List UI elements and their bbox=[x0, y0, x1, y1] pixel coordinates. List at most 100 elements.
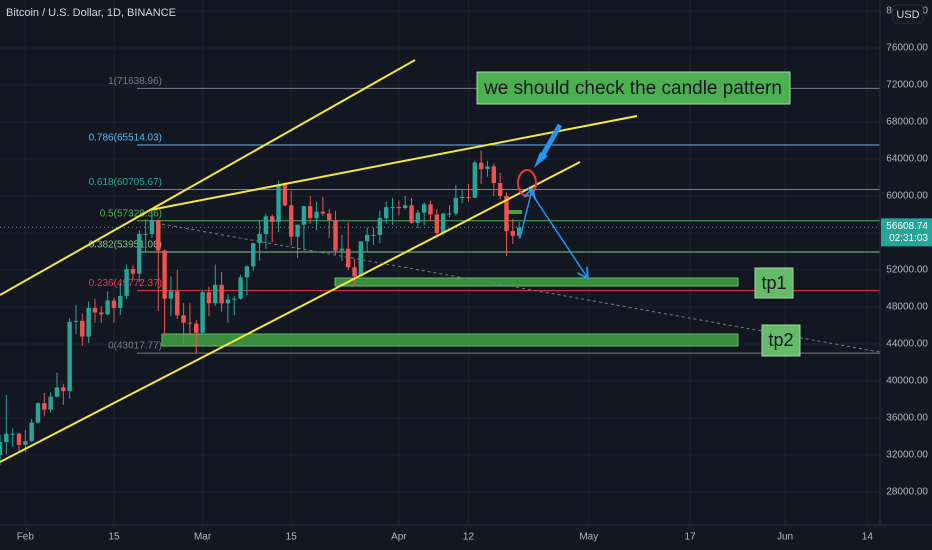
currency[interactable]: USD bbox=[896, 9, 919, 21]
candle-body bbox=[181, 315, 186, 323]
candle-body bbox=[434, 214, 440, 233]
candle-body bbox=[270, 216, 275, 222]
candle-body bbox=[383, 207, 389, 219]
candle-body bbox=[364, 234, 370, 242]
trend-line bbox=[0, 161, 581, 463]
candle-body bbox=[86, 307, 91, 337]
x-tick-label: Apr bbox=[391, 532, 407, 543]
y-tick-label: 64000.00 bbox=[886, 154, 928, 165]
candle-body bbox=[352, 267, 357, 277]
x-tick-label: 17 bbox=[685, 532, 697, 543]
x-tick-label: 15 bbox=[108, 532, 120, 543]
candle-body bbox=[257, 233, 262, 244]
candle-body bbox=[320, 211, 326, 214]
candle-body bbox=[358, 241, 364, 277]
candle-body bbox=[137, 233, 142, 274]
candle-body bbox=[118, 295, 123, 308]
x-tick-label: Feb bbox=[17, 532, 35, 543]
candle-body bbox=[130, 269, 136, 274]
candle-body bbox=[491, 166, 497, 184]
candle-body bbox=[409, 205, 414, 223]
candle-body bbox=[29, 422, 34, 442]
candle-body bbox=[10, 433, 15, 435]
candle-body bbox=[105, 300, 110, 315]
trend-line bbox=[0, 59, 416, 296]
candle-body bbox=[54, 387, 60, 397]
candle-body bbox=[73, 320, 79, 322]
candle-body bbox=[92, 307, 98, 313]
candle-body bbox=[510, 231, 516, 236]
candle-body bbox=[156, 220, 161, 251]
candle-body bbox=[0, 442, 3, 455]
x-tick-label: Mar bbox=[194, 532, 212, 543]
candle-body bbox=[168, 291, 174, 299]
tp2-box bbox=[761, 324, 801, 357]
candle-body bbox=[67, 321, 72, 392]
candle-body bbox=[206, 292, 212, 304]
fib-label: 0.786(65514.03) bbox=[89, 133, 162, 144]
candle-body bbox=[23, 441, 28, 445]
candle-body bbox=[308, 206, 313, 219]
y-tick-label: 60000.00 bbox=[886, 191, 928, 202]
candle-body bbox=[440, 213, 446, 233]
candle-body bbox=[80, 320, 85, 337]
x-tick-label: 12 bbox=[463, 532, 475, 543]
candle-body bbox=[289, 205, 294, 237]
y-tick-label: 52000.00 bbox=[886, 265, 928, 276]
candle-body bbox=[472, 162, 478, 198]
y-tick-label: 76000.00 bbox=[886, 43, 928, 54]
y-tick-label: 28000.00 bbox=[886, 487, 928, 498]
fib-label: 0.382(53951.06) bbox=[89, 240, 162, 251]
candle-body bbox=[282, 184, 288, 206]
candle-body bbox=[111, 300, 117, 308]
candle-body bbox=[16, 433, 22, 445]
fib-label: 0.5(57328.36) bbox=[100, 208, 162, 219]
grid bbox=[0, 0, 880, 525]
candle-body bbox=[421, 204, 427, 213]
x-tick-label: 15 bbox=[286, 532, 298, 543]
candle-body bbox=[390, 207, 395, 209]
candle-body bbox=[175, 291, 180, 316]
candle-body bbox=[333, 220, 338, 251]
candle-body bbox=[339, 248, 345, 251]
candle-body bbox=[497, 183, 503, 196]
candle-body bbox=[48, 396, 53, 410]
candle-body bbox=[396, 207, 402, 209]
candle-body bbox=[276, 184, 281, 222]
arrow-head bbox=[534, 152, 548, 168]
tp2-zone bbox=[161, 333, 739, 347]
y-tick-label: 48000.00 bbox=[886, 302, 928, 313]
candle-body bbox=[314, 211, 319, 219]
candle-body bbox=[428, 204, 433, 215]
y-tick-label: 72000.00 bbox=[886, 80, 928, 91]
candle-body bbox=[219, 284, 224, 304]
candle-body bbox=[478, 162, 484, 170]
candle-body bbox=[346, 248, 351, 268]
last-price-box bbox=[881, 218, 932, 247]
tp1-zone bbox=[334, 277, 739, 287]
fib-label: 0(43017.77) bbox=[108, 341, 162, 352]
candle-body bbox=[187, 322, 193, 324]
candle-body bbox=[377, 218, 383, 235]
candle-body bbox=[124, 269, 129, 296]
chart-title: Bitcoin / U.S. Dollar, 1D, BINANCE bbox=[6, 7, 176, 19]
fib-label: 1(71638.96) bbox=[108, 76, 162, 87]
candle-body bbox=[251, 243, 256, 267]
currency-button[interactable] bbox=[892, 4, 924, 24]
candle-body bbox=[238, 277, 243, 299]
candle-body bbox=[213, 284, 218, 304]
candle-body bbox=[42, 403, 47, 410]
candle-body bbox=[162, 250, 167, 299]
x-tick-label: Jun bbox=[777, 532, 793, 543]
small-zone bbox=[505, 210, 522, 214]
candle-body bbox=[61, 387, 66, 392]
arrow bbox=[519, 190, 532, 239]
candle-body bbox=[4, 433, 9, 443]
candle-body bbox=[99, 312, 104, 315]
y-tick-label: 32000.00 bbox=[886, 450, 928, 461]
fib-label: 0.618(60705.67) bbox=[89, 177, 162, 188]
x-tick-label: 14 bbox=[862, 532, 874, 543]
y-tick-label: 36000.00 bbox=[886, 413, 928, 424]
candle-body bbox=[232, 298, 237, 300]
candle-body bbox=[35, 403, 41, 423]
